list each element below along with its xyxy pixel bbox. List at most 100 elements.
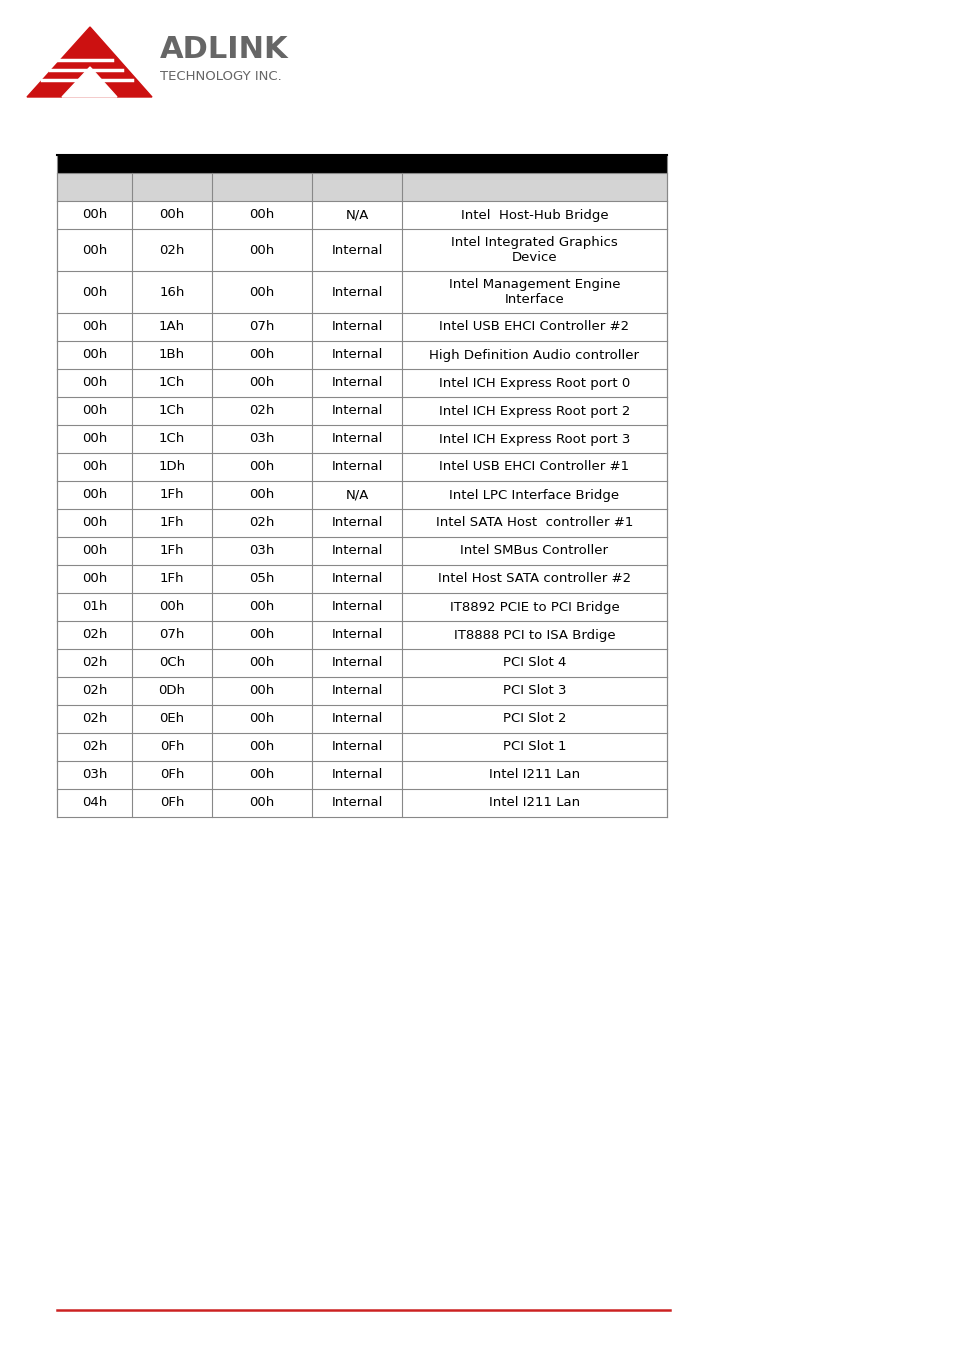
Text: IT8892 PCIE to PCI Bridge: IT8892 PCIE to PCI Bridge <box>449 600 618 614</box>
Text: 00h: 00h <box>82 285 107 299</box>
Text: 00h: 00h <box>249 629 274 641</box>
Text: Intel SATA Host  controller #1: Intel SATA Host controller #1 <box>436 516 633 530</box>
Text: 1Fh: 1Fh <box>159 572 184 585</box>
Text: 02h: 02h <box>82 684 107 698</box>
Text: 00h: 00h <box>249 796 274 810</box>
Text: Intel Integrated Graphics
Device: Intel Integrated Graphics Device <box>451 237 618 264</box>
Text: 01h: 01h <box>82 600 107 614</box>
Text: 00h: 00h <box>82 572 107 585</box>
Text: 03h: 03h <box>249 545 274 557</box>
Bar <box>57 314 666 341</box>
Bar <box>57 453 666 481</box>
Text: 1Ah: 1Ah <box>159 320 185 334</box>
Text: IT8888 PCI to ISA Brdige: IT8888 PCI to ISA Brdige <box>454 629 615 641</box>
Text: 00h: 00h <box>82 488 107 502</box>
Bar <box>57 481 666 508</box>
Text: 1Ch: 1Ch <box>159 433 185 446</box>
Bar <box>57 341 666 369</box>
Text: Internal: Internal <box>331 376 382 389</box>
Text: 02h: 02h <box>82 741 107 753</box>
Text: 1Ch: 1Ch <box>159 376 185 389</box>
Bar <box>57 621 666 649</box>
Text: Intel ICH Express Root port 2: Intel ICH Express Root port 2 <box>438 404 630 418</box>
Text: 00h: 00h <box>249 243 274 257</box>
Text: 02h: 02h <box>82 657 107 669</box>
Text: Internal: Internal <box>331 320 382 334</box>
Text: Internal: Internal <box>331 741 382 753</box>
Text: Intel USB EHCI Controller #2: Intel USB EHCI Controller #2 <box>439 320 629 334</box>
Text: High Definition Audio controller: High Definition Audio controller <box>429 349 639 361</box>
Text: 02h: 02h <box>249 516 274 530</box>
Bar <box>57 228 666 270</box>
Text: N/A: N/A <box>345 208 368 222</box>
Text: 00h: 00h <box>249 713 274 726</box>
Text: Intel I211 Lan: Intel I211 Lan <box>489 796 579 810</box>
Text: 1Dh: 1Dh <box>158 461 186 473</box>
Text: 00h: 00h <box>82 433 107 446</box>
Text: Internal: Internal <box>331 796 382 810</box>
Text: 07h: 07h <box>159 629 185 641</box>
Text: 00h: 00h <box>249 741 274 753</box>
Bar <box>57 369 666 397</box>
Polygon shape <box>27 27 152 97</box>
Text: 00h: 00h <box>159 600 185 614</box>
Text: Internal: Internal <box>331 404 382 418</box>
Text: 00h: 00h <box>249 657 274 669</box>
Text: 00h: 00h <box>249 768 274 781</box>
Text: 03h: 03h <box>82 768 107 781</box>
Text: 02h: 02h <box>159 243 185 257</box>
Bar <box>57 733 666 761</box>
Bar <box>57 508 666 537</box>
Text: 00h: 00h <box>82 376 107 389</box>
Text: 03h: 03h <box>249 433 274 446</box>
Bar <box>57 397 666 425</box>
Text: 00h: 00h <box>249 488 274 502</box>
Text: 04h: 04h <box>82 796 107 810</box>
Text: Internal: Internal <box>331 285 382 299</box>
Text: 00h: 00h <box>82 404 107 418</box>
Text: Intel ICH Express Root port 3: Intel ICH Express Root port 3 <box>438 433 630 446</box>
Text: 00h: 00h <box>82 349 107 361</box>
Text: 1Ch: 1Ch <box>159 404 185 418</box>
Text: 00h: 00h <box>82 461 107 473</box>
Bar <box>57 565 666 594</box>
Text: Intel LPC Interface Bridge: Intel LPC Interface Bridge <box>449 488 618 502</box>
Text: PCI Slot 2: PCI Slot 2 <box>502 713 566 726</box>
Text: 0Ch: 0Ch <box>159 657 185 669</box>
Text: 02h: 02h <box>82 713 107 726</box>
Text: 00h: 00h <box>82 208 107 222</box>
Text: N/A: N/A <box>345 488 368 502</box>
Text: 00h: 00h <box>82 243 107 257</box>
Bar <box>57 201 666 228</box>
Text: 1Fh: 1Fh <box>159 545 184 557</box>
Text: 00h: 00h <box>82 320 107 334</box>
Text: Internal: Internal <box>331 684 382 698</box>
Text: PCI Slot 4: PCI Slot 4 <box>502 657 565 669</box>
Text: 00h: 00h <box>249 376 274 389</box>
Text: PCI Slot 1: PCI Slot 1 <box>502 741 566 753</box>
Text: 00h: 00h <box>249 600 274 614</box>
Text: 00h: 00h <box>249 461 274 473</box>
Bar <box>57 537 666 565</box>
Bar <box>57 270 666 314</box>
Text: Internal: Internal <box>331 349 382 361</box>
Polygon shape <box>62 68 117 97</box>
Text: 1Fh: 1Fh <box>159 488 184 502</box>
Text: 0Fh: 0Fh <box>160 768 184 781</box>
Text: TECHNOLOGY INC.: TECHNOLOGY INC. <box>160 70 281 84</box>
Text: 00h: 00h <box>249 285 274 299</box>
Text: 0Eh: 0Eh <box>159 713 184 726</box>
Text: 00h: 00h <box>82 545 107 557</box>
Bar <box>57 594 666 621</box>
Text: 07h: 07h <box>249 320 274 334</box>
Text: Internal: Internal <box>331 572 382 585</box>
Text: 00h: 00h <box>159 208 185 222</box>
Text: Internal: Internal <box>331 713 382 726</box>
Text: 02h: 02h <box>249 404 274 418</box>
Bar <box>57 649 666 677</box>
Text: 0Fh: 0Fh <box>160 741 184 753</box>
Text: Intel Management Engine
Interface: Intel Management Engine Interface <box>448 279 619 306</box>
Text: Internal: Internal <box>331 600 382 614</box>
Text: 05h: 05h <box>249 572 274 585</box>
Bar <box>57 761 666 790</box>
